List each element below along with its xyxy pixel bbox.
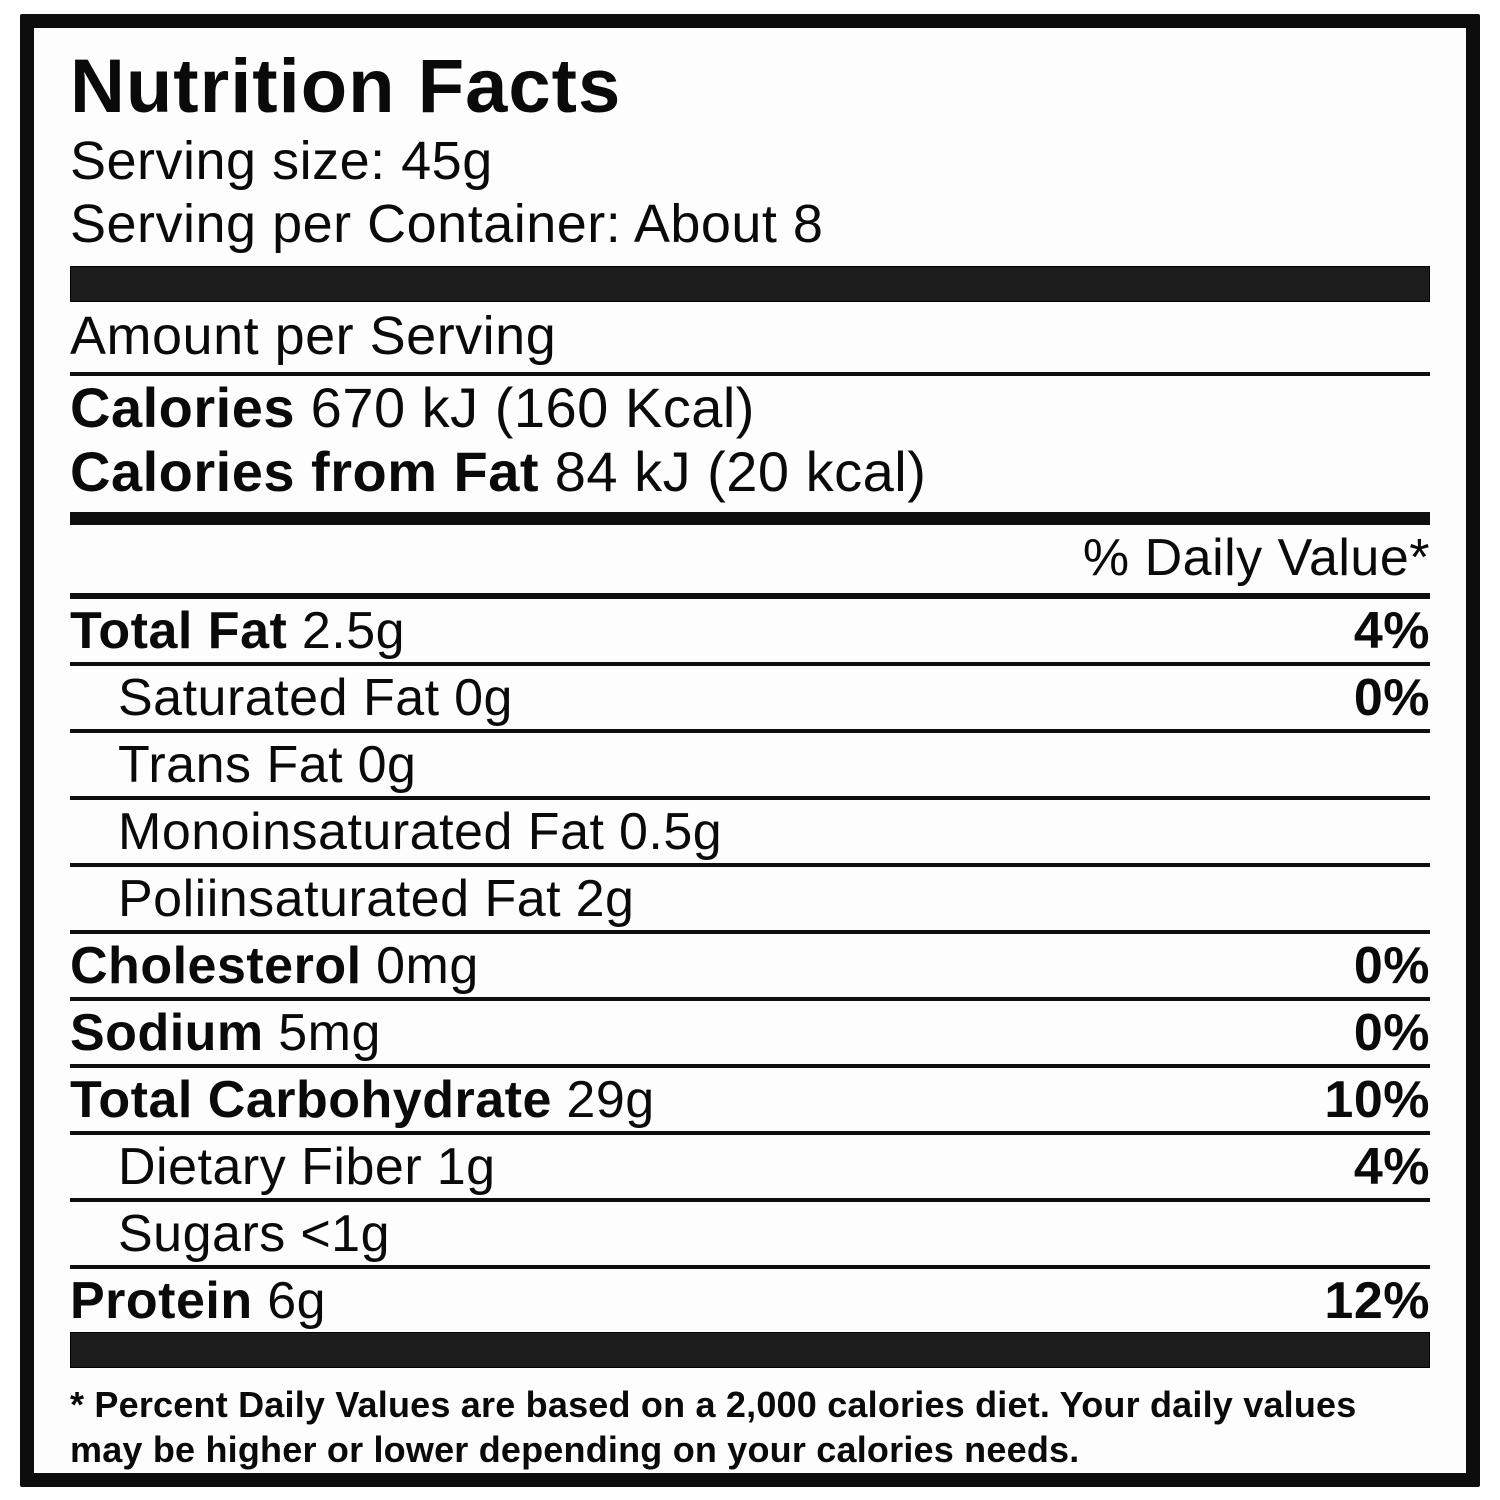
nutrient-rows: Total Fat 2.5g 4% Saturated Fat 0g 0% Tr… [70, 599, 1430, 1332]
calories-label: Calories [70, 376, 295, 439]
amount-per-serving-label: Amount per Serving [70, 302, 1430, 376]
nutrient-name: Total Carbohydrate [70, 1070, 552, 1129]
nutrient-amount: 2.5g [301, 601, 406, 660]
nutrition-facts-label: Nutrition Facts Serving size: 45g Servin… [20, 14, 1480, 1487]
footnote: * Percent Daily Values are based on a 2,… [70, 1384, 1357, 1470]
nutrient-amount: 2g [575, 869, 635, 928]
nutrient-name: Trans Fat [118, 735, 344, 794]
nutrient-row-dietary-fiber: Dietary Fiber 1g 4% [70, 1131, 1430, 1198]
nutrient-amount: 5mg [278, 1003, 381, 1062]
nutrient-row-protein: Protein 6g 12% [70, 1265, 1430, 1332]
serving-size-line: Serving size: 45g [70, 131, 493, 191]
nutrient-daily-value: 10% [1324, 1070, 1430, 1129]
label-title: Nutrition Facts [70, 44, 622, 129]
nutrient-amount: 6g [267, 1271, 327, 1330]
nutrient-name: Sugars [118, 1204, 286, 1263]
nutrient-name: Poliinsaturated Fat [118, 869, 562, 928]
nutrient-row-trans-fat: Trans Fat 0g [70, 729, 1430, 796]
nutrient-amount: <1g [300, 1204, 391, 1263]
nutrient-row-poliinsaturated-fat: Poliinsaturated Fat 2g [70, 863, 1430, 930]
nutrient-name: Total Fat [70, 601, 288, 660]
calories-value: 670 kJ (160 Kcal) [310, 376, 755, 439]
nutrient-name: Monoinsaturated Fat [118, 802, 605, 861]
nutrient-row-sugars: Sugars <1g [70, 1198, 1430, 1265]
nutrient-name: Sodium [70, 1003, 264, 1062]
nutrient-daily-value: 0% [1353, 668, 1430, 727]
servings-per-container-line: Serving per Container: About 8 [70, 194, 824, 254]
nutrient-name: Protein [70, 1271, 253, 1330]
nutrient-amount: 0g [454, 668, 513, 727]
nutrient-name: Saturated Fat [118, 668, 440, 727]
nutrient-amount: 1g [436, 1137, 496, 1196]
nutrient-row-total-fat: Total Fat 2.5g 4% [70, 599, 1430, 662]
thick-divider [70, 512, 1430, 525]
nutrient-row-sodium: Sodium 5mg 0% [70, 997, 1430, 1064]
nutrient-daily-value: 0% [1353, 1003, 1430, 1062]
section-divider-bar-bottom [70, 1332, 1430, 1368]
calories-from-fat-value: 84 kJ (20 kcal) [554, 440, 927, 503]
calories-from-fat-line: Calories from Fat 84 kJ (20 kcal) [70, 440, 1430, 504]
nutrient-amount: 0.5g [618, 802, 723, 861]
nutrient-daily-value: 12% [1324, 1271, 1430, 1330]
calories-from-fat-label: Calories from Fat [70, 440, 540, 503]
daily-value-header: % Daily Value* [70, 525, 1430, 599]
calories-line: Calories 670 kJ (160 Kcal) [70, 376, 1430, 440]
nutrient-daily-value: 4% [1353, 1137, 1430, 1196]
nutrient-name: Dietary Fiber [118, 1137, 423, 1196]
nutrient-amount: 0g [357, 735, 417, 794]
nutrient-name: Cholesterol [70, 936, 362, 995]
nutrient-amount: 29g [566, 1070, 655, 1129]
nutrient-daily-value: 0% [1353, 936, 1430, 995]
nutrient-row-saturated-fat: Saturated Fat 0g 0% [70, 662, 1430, 729]
nutrient-row-monoinsaturated-fat: Monoinsaturated Fat 0.5g [70, 796, 1430, 863]
nutrient-row-total-carbohydrate: Total Carbohydrate 29g 10% [70, 1064, 1430, 1131]
section-divider-bar-top [70, 266, 1430, 302]
nutrient-row-cholesterol: Cholesterol 0mg 0% [70, 930, 1430, 997]
nutrient-daily-value: 4% [1353, 601, 1430, 660]
nutrient-amount: 0mg [376, 936, 479, 995]
